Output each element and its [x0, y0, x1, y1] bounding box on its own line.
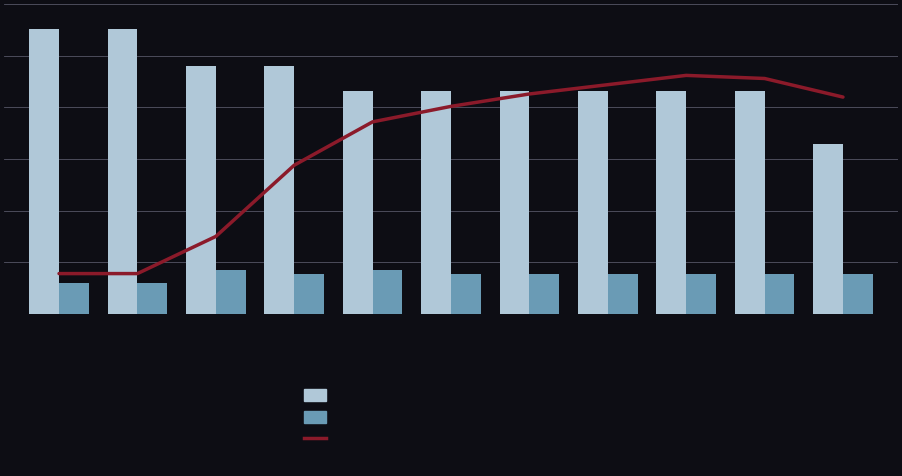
Bar — [264, 66, 294, 314]
Bar — [107, 29, 137, 314]
Bar — [500, 91, 529, 314]
Bar — [843, 274, 873, 314]
Bar — [735, 91, 765, 314]
Bar — [686, 274, 716, 314]
Bar — [29, 29, 59, 314]
Bar — [657, 91, 686, 314]
Bar — [814, 144, 843, 314]
Bar — [137, 283, 167, 314]
Bar — [578, 91, 608, 314]
Bar — [451, 274, 481, 314]
Bar — [421, 91, 451, 314]
Bar — [608, 274, 638, 314]
Legend: , , : , , — [304, 389, 330, 446]
Bar — [343, 91, 373, 314]
Bar — [529, 274, 559, 314]
Bar — [765, 274, 795, 314]
Bar — [373, 270, 402, 314]
Bar — [59, 283, 88, 314]
Bar — [294, 274, 324, 314]
Bar — [216, 270, 245, 314]
Bar — [186, 66, 216, 314]
